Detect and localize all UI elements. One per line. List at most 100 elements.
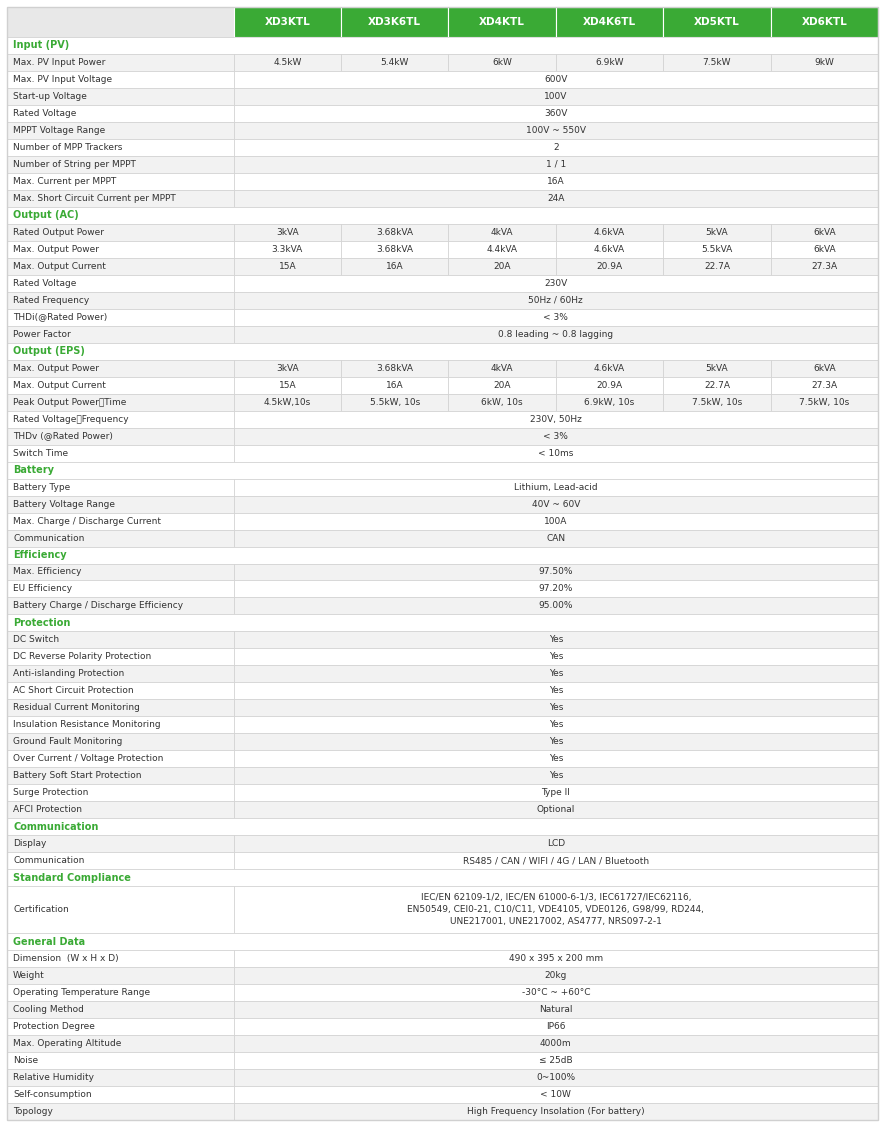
Text: < 3%: < 3% (543, 313, 568, 322)
Bar (7, 190, 234, 207)
Text: Max. Current per MPPT: Max. Current per MPPT (13, 177, 116, 186)
Text: Residual Current Monitoring: Residual Current Monitoring (13, 703, 140, 712)
Text: < 10W: < 10W (541, 1090, 571, 1099)
Bar (7, 801, 234, 818)
Bar (771, 377, 878, 394)
Bar (7, 461, 878, 478)
Text: 0~100%: 0~100% (536, 1073, 575, 1082)
Text: 5kVA: 5kVA (705, 363, 728, 372)
Bar (234, 836, 878, 853)
Text: THDv (@Rated Power): THDv (@Rated Power) (13, 432, 113, 441)
Bar (556, 377, 663, 394)
Bar (7, 666, 234, 683)
Bar (234, 1035, 878, 1052)
Text: 4.5kW,10s: 4.5kW,10s (264, 397, 311, 406)
Text: 3.3kVA: 3.3kVA (272, 244, 303, 253)
Text: 4000m: 4000m (540, 1040, 572, 1048)
Bar (234, 274, 878, 291)
Bar (449, 224, 556, 241)
Bar (234, 155, 878, 172)
Bar (234, 784, 878, 801)
Bar (234, 241, 341, 258)
Text: 6kVA: 6kVA (813, 227, 835, 236)
Text: Output (EPS): Output (EPS) (13, 346, 85, 357)
Text: XD6KTL: XD6KTL (802, 17, 847, 27)
Text: Noise: Noise (13, 1056, 38, 1065)
Text: Standard Compliance: Standard Compliance (13, 873, 131, 883)
Bar (7, 411, 234, 428)
Bar (7, 258, 234, 274)
Text: 100V: 100V (544, 92, 567, 101)
Bar (7, 444, 234, 461)
Bar (234, 190, 878, 207)
Text: Protection Degree: Protection Degree (13, 1022, 95, 1030)
Text: Battery: Battery (13, 465, 54, 475)
Text: 5.4kW: 5.4kW (381, 57, 409, 66)
Bar (7, 951, 234, 968)
Bar (7, 853, 234, 870)
Text: Yes: Yes (549, 772, 563, 781)
Bar (449, 54, 556, 71)
Bar (7, 530, 234, 547)
Text: MPPT Voltage Range: MPPT Voltage Range (13, 126, 105, 135)
Text: LCD: LCD (547, 839, 565, 848)
Text: AFCI Protection: AFCI Protection (13, 806, 82, 814)
Bar (234, 984, 878, 1001)
Text: 50Hz / 60Hz: 50Hz / 60Hz (528, 296, 583, 305)
Text: THDi(@Rated Power): THDi(@Rated Power) (13, 313, 107, 322)
Text: 7.5kW, 10s: 7.5kW, 10s (692, 397, 742, 406)
Text: Optional: Optional (536, 806, 575, 814)
Bar (771, 7, 878, 37)
Bar (234, 360, 341, 377)
Bar (7, 1052, 234, 1069)
Bar (234, 258, 341, 274)
Text: Cooling Method: Cooling Method (13, 1005, 84, 1014)
Text: Surge Protection: Surge Protection (13, 789, 89, 798)
Bar (7, 836, 234, 853)
Text: XD3K6TL: XD3K6TL (368, 17, 421, 27)
Bar (7, 818, 878, 836)
Text: Battery Type: Battery Type (13, 483, 70, 492)
Text: Yes: Yes (549, 636, 563, 645)
Bar (7, 308, 234, 325)
Bar (771, 224, 878, 241)
Text: Max. Charge / Discharge Current: Max. Charge / Discharge Current (13, 516, 161, 525)
Bar (556, 7, 663, 37)
Bar (7, 343, 878, 360)
Bar (7, 648, 234, 666)
Bar (234, 968, 878, 984)
Bar (556, 224, 663, 241)
Text: DC Reverse Polarity Protection: DC Reverse Polarity Protection (13, 652, 151, 662)
Text: < 3%: < 3% (543, 432, 568, 441)
Text: 1 / 1: 1 / 1 (546, 160, 566, 169)
Text: Max. Operating Altitude: Max. Operating Altitude (13, 1040, 121, 1048)
Text: Ground Fault Monitoring: Ground Fault Monitoring (13, 737, 122, 746)
Text: Display: Display (13, 839, 46, 848)
Bar (7, 394, 234, 411)
Bar (7, 564, 234, 580)
Bar (234, 7, 341, 37)
Text: Protection: Protection (13, 618, 71, 628)
Bar (449, 394, 556, 411)
Text: Power Factor: Power Factor (13, 330, 71, 339)
Bar (234, 801, 878, 818)
Bar (234, 478, 878, 495)
Bar (663, 7, 771, 37)
Text: XD4KTL: XD4KTL (479, 17, 525, 27)
Bar (234, 138, 878, 155)
Text: Output (AC): Output (AC) (13, 210, 79, 220)
Bar (7, 547, 878, 564)
Bar (7, 7, 234, 37)
Bar (234, 1052, 878, 1069)
Bar (7, 933, 878, 951)
Bar (7, 495, 234, 513)
Bar (234, 495, 878, 513)
Bar (7, 513, 234, 530)
Text: 95.00%: 95.00% (539, 602, 573, 611)
Text: 20kg: 20kg (544, 971, 567, 980)
Text: 100V ~ 550V: 100V ~ 550V (526, 126, 586, 135)
Bar (663, 258, 771, 274)
Text: Certification: Certification (13, 906, 69, 915)
Text: Type II: Type II (542, 789, 570, 798)
Bar (7, 325, 234, 343)
